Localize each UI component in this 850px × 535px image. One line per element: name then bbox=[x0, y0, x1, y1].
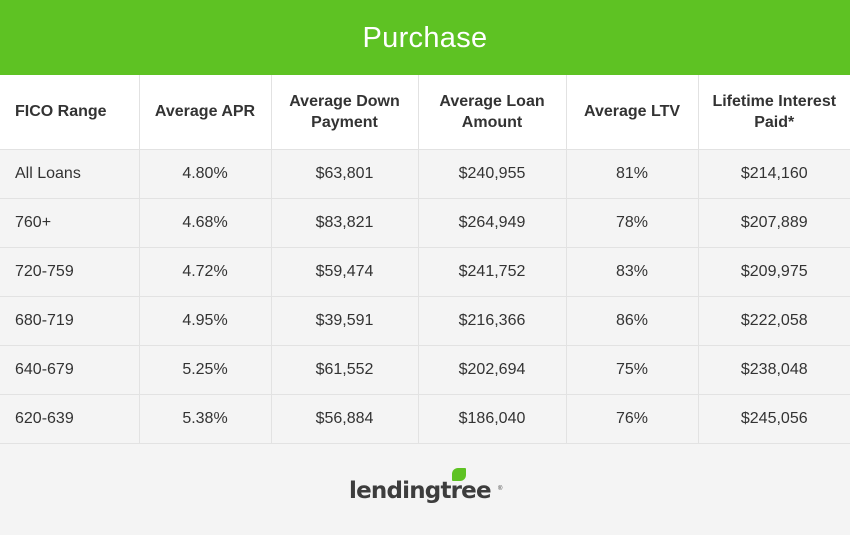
cell-average-ltv: 78% bbox=[566, 198, 699, 248]
registered-mark: ® bbox=[498, 486, 503, 492]
column-header-average-down-payment: Average Down Payment bbox=[271, 75, 419, 150]
cell-average-apr: 5.38% bbox=[139, 394, 272, 444]
cell-fico-range: 620-639 bbox=[0, 394, 140, 444]
cell-average-loan-amount: $186,040 bbox=[418, 394, 567, 444]
cell-average-down-payment: $63,801 bbox=[271, 149, 419, 199]
page-title: Purchase bbox=[362, 22, 488, 54]
column-header-average-loan-amount: Average Loan Amount bbox=[418, 75, 567, 150]
cell-average-apr: 4.95% bbox=[139, 296, 272, 346]
cell-lifetime-interest-paid: $222,058 bbox=[698, 296, 850, 346]
cell-lifetime-interest-paid: $209,975 bbox=[698, 247, 850, 297]
cell-average-ltv: 83% bbox=[566, 247, 699, 297]
cell-average-ltv: 81% bbox=[566, 149, 699, 199]
table-row: 760+ 4.68% $83,821 $264,949 78% $207,889 bbox=[0, 198, 850, 248]
cell-average-loan-amount: $216,366 bbox=[418, 296, 567, 346]
column-header-average-ltv: Average LTV bbox=[566, 75, 699, 150]
cell-lifetime-interest-paid: $238,048 bbox=[698, 345, 850, 395]
cell-fico-range: 760+ bbox=[0, 198, 140, 248]
cell-average-ltv: 76% bbox=[566, 394, 699, 444]
cell-average-apr: 4.72% bbox=[139, 247, 272, 297]
cell-fico-range: 680-719 bbox=[0, 296, 140, 346]
cell-average-down-payment: $59,474 bbox=[271, 247, 419, 297]
cell-lifetime-interest-paid: $214,160 bbox=[698, 149, 850, 199]
leaf-icon bbox=[452, 468, 466, 481]
cell-fico-range: 640-679 bbox=[0, 345, 140, 395]
cell-fico-range: 720-759 bbox=[0, 247, 140, 297]
table-body: All Loans 4.80% $63,801 $240,955 81% $214,160… bbox=[0, 149, 850, 444]
column-header-lifetime-interest-paid: Lifetime Interest Paid* bbox=[698, 75, 850, 150]
title-banner: Purchase bbox=[0, 0, 850, 75]
cell-fico-range: All Loans bbox=[0, 149, 140, 199]
header-row: FICO Range Average APR Average Down Paym… bbox=[0, 75, 850, 150]
column-header-average-apr: Average APR bbox=[139, 75, 272, 150]
cell-average-down-payment: $83,821 bbox=[271, 198, 419, 248]
table-row: All Loans 4.80% $63,801 $240,955 81% $214,160 bbox=[0, 149, 850, 199]
lendingtree-logo: lendingtree ® bbox=[349, 466, 509, 510]
purchase-table: FICO Range Average APR Average Down Paym… bbox=[0, 75, 850, 444]
cell-average-apr: 4.80% bbox=[139, 149, 272, 199]
cell-average-loan-amount: $264,949 bbox=[418, 198, 567, 248]
table-row: 720-759 4.72% $59,474 $241,752 83% $209,975 bbox=[0, 247, 850, 297]
table-row: 640-679 5.25% $61,552 $202,694 75% $238,048 bbox=[0, 345, 850, 395]
column-header-fico-range: FICO Range bbox=[0, 75, 140, 150]
cell-average-ltv: 86% bbox=[566, 296, 699, 346]
logo-wordmark: lendingtree bbox=[349, 478, 492, 504]
cell-average-ltv: 75% bbox=[566, 345, 699, 395]
cell-average-down-payment: $39,591 bbox=[271, 296, 419, 346]
cell-lifetime-interest-paid: $245,056 bbox=[698, 394, 850, 444]
table-row: 620-639 5.38% $56,884 $186,040 76% $245,056 bbox=[0, 394, 850, 444]
cell-average-down-payment: $56,884 bbox=[271, 394, 419, 444]
cell-average-loan-amount: $241,752 bbox=[418, 247, 567, 297]
cell-lifetime-interest-paid: $207,889 bbox=[698, 198, 850, 248]
cell-average-apr: 5.25% bbox=[139, 345, 272, 395]
cell-average-down-payment: $61,552 bbox=[271, 345, 419, 395]
cell-average-apr: 4.68% bbox=[139, 198, 272, 248]
cell-average-loan-amount: $202,694 bbox=[418, 345, 567, 395]
cell-average-loan-amount: $240,955 bbox=[418, 149, 567, 199]
table-row: 680-719 4.95% $39,591 $216,366 86% $222,058 bbox=[0, 296, 850, 346]
